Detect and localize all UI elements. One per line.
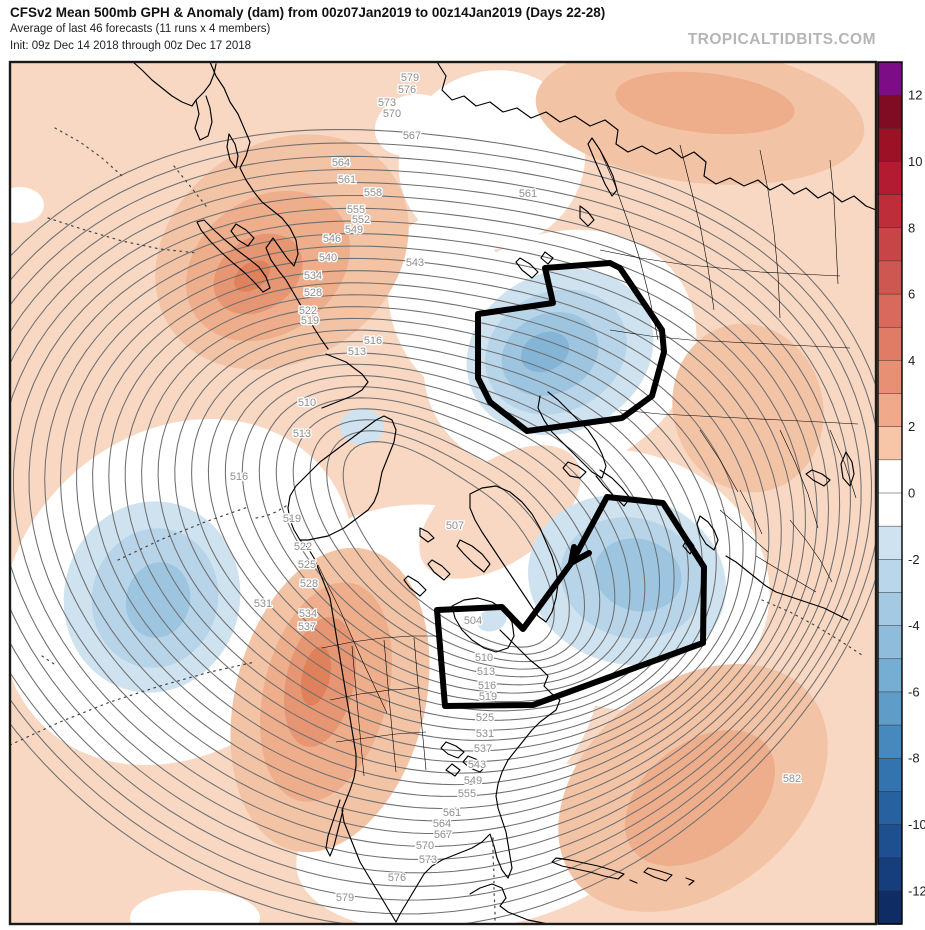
svg-text:546: 546 (323, 233, 341, 245)
svg-text:579: 579 (336, 892, 354, 904)
svg-text:507: 507 (446, 520, 464, 532)
svg-text:-8: -8 (908, 751, 920, 766)
svg-text:537: 537 (474, 743, 492, 755)
svg-text:525: 525 (476, 712, 494, 724)
svg-text:-12: -12 (908, 883, 925, 898)
svg-text:549: 549 (464, 775, 482, 787)
svg-text:540: 540 (319, 252, 337, 264)
svg-text:8: 8 (908, 220, 915, 235)
svg-text:576: 576 (398, 84, 416, 96)
svg-text:537: 537 (298, 621, 316, 633)
svg-text:519: 519 (479, 691, 497, 703)
svg-text:582: 582 (783, 773, 801, 785)
svg-text:-10: -10 (908, 817, 925, 832)
svg-text:579: 579 (401, 72, 419, 84)
svg-text:534: 534 (299, 608, 317, 620)
svg-text:534: 534 (304, 270, 322, 282)
svg-text:558: 558 (364, 187, 382, 199)
svg-text:531: 531 (254, 598, 272, 610)
svg-text:564: 564 (332, 157, 350, 169)
svg-text:519: 519 (283, 513, 301, 525)
svg-text:570: 570 (383, 108, 401, 120)
svg-text:12: 12 (908, 88, 922, 103)
svg-text:564: 564 (433, 818, 451, 830)
page-title: CFSv2 Mean 500mb GPH & Anomaly (dam) fro… (10, 5, 606, 20)
svg-text:543: 543 (406, 257, 424, 269)
svg-text:6: 6 (908, 287, 915, 302)
svg-text:561: 561 (519, 188, 537, 200)
svg-text:516: 516 (364, 335, 382, 347)
svg-text:573: 573 (378, 97, 396, 109)
svg-text:522: 522 (294, 541, 312, 553)
watermark: TROPICALTIDBITS.COM (687, 31, 876, 48)
svg-text:0: 0 (908, 486, 915, 501)
svg-text:549: 549 (345, 224, 363, 236)
svg-text:555: 555 (347, 204, 365, 216)
svg-text:519: 519 (301, 315, 319, 327)
svg-text:570: 570 (416, 840, 434, 852)
svg-text:-4: -4 (908, 618, 920, 633)
svg-text:561: 561 (338, 174, 356, 186)
svg-text:513: 513 (293, 428, 311, 440)
svg-text:522: 522 (299, 305, 317, 317)
svg-text:531: 531 (476, 728, 494, 740)
svg-text:528: 528 (304, 287, 322, 299)
svg-text:543: 543 (468, 759, 486, 771)
svg-text:576: 576 (388, 872, 406, 884)
svg-text:2: 2 (908, 419, 915, 434)
svg-text:516: 516 (478, 680, 496, 692)
svg-text:513: 513 (477, 666, 495, 678)
svg-text:561: 561 (443, 807, 461, 819)
svg-text:504: 504 (464, 615, 482, 627)
svg-text:552: 552 (352, 214, 370, 226)
svg-text:513: 513 (348, 346, 366, 358)
page-subtitle: Average of last 46 forecasts (11 runs x … (10, 22, 271, 35)
svg-text:516: 516 (230, 471, 248, 483)
init-line: Init: 09z Dec 14 2018 through 00z Dec 17… (10, 39, 252, 52)
svg-text:510: 510 (298, 397, 316, 409)
svg-text:510: 510 (475, 652, 493, 664)
svg-text:-2: -2 (908, 552, 920, 567)
svg-text:567: 567 (434, 829, 452, 841)
svg-text:555: 555 (458, 788, 476, 800)
svg-text:528: 528 (300, 578, 318, 590)
svg-text:-6: -6 (908, 684, 920, 699)
svg-text:4: 4 (908, 353, 915, 368)
svg-text:573: 573 (419, 854, 437, 866)
svg-text:10: 10 (908, 154, 922, 169)
svg-text:525: 525 (298, 559, 316, 571)
svg-text:567: 567 (403, 130, 421, 142)
